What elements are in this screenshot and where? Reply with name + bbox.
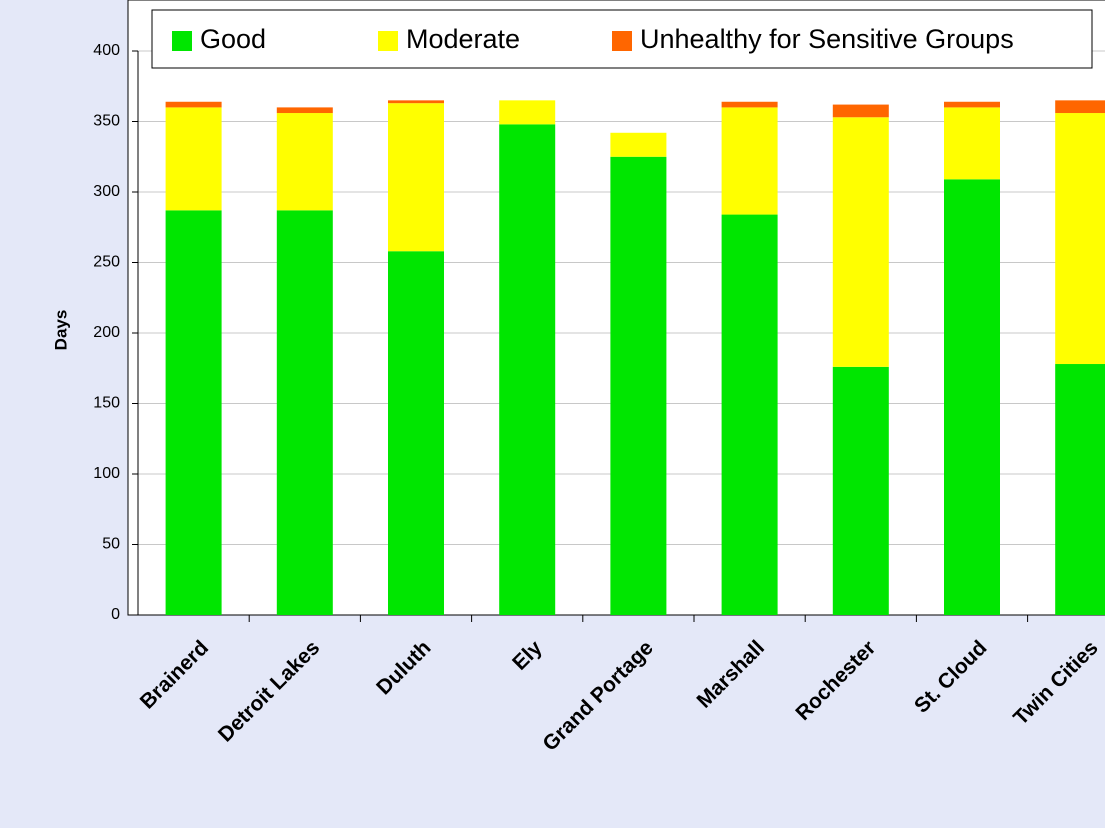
- bar-segment: [276, 113, 333, 211]
- bar-segment: [944, 107, 1000, 180]
- bar-segment: [388, 100, 444, 104]
- y-tick-label: 250: [93, 254, 120, 271]
- bar-segment: [610, 156, 667, 615]
- bar-segment: [721, 107, 778, 215]
- legend-swatch: [378, 31, 398, 51]
- y-tick-label: 150: [93, 395, 120, 412]
- legend-swatch: [172, 31, 192, 51]
- bar-segment: [499, 124, 556, 615]
- bar-segment: [610, 132, 667, 157]
- bar-segment: [165, 210, 222, 615]
- bar-segment: [1055, 100, 1105, 114]
- y-tick-label: 50: [102, 536, 120, 553]
- legend-swatch: [612, 31, 632, 51]
- legend-label: Good: [200, 24, 266, 54]
- bar-segment: [276, 107, 333, 114]
- bar-segment: [832, 104, 889, 118]
- legend-label: Unhealthy for Sensitive Groups: [640, 24, 1014, 54]
- legend-label: Moderate: [406, 24, 520, 54]
- bar-segment: [832, 117, 889, 367]
- y-tick-label: 100: [93, 465, 120, 482]
- bar-segment: [721, 101, 778, 108]
- bar-segment: [944, 101, 1000, 108]
- y-tick-label: 0: [111, 606, 120, 623]
- bar-segment: [165, 107, 222, 211]
- y-tick-label: 350: [93, 113, 120, 130]
- y-tick-label: 400: [93, 42, 120, 59]
- bar-segment: [721, 214, 778, 615]
- bar-segment: [832, 366, 889, 615]
- bar-segment: [388, 251, 444, 615]
- bar-segment: [1055, 364, 1105, 615]
- y-axis-label: Days: [51, 310, 70, 351]
- bar-segment: [165, 101, 222, 108]
- bar-segment: [944, 179, 1000, 615]
- bar-segment: [388, 103, 444, 252]
- y-tick-label: 300: [93, 183, 120, 200]
- bar-segment: [499, 100, 556, 125]
- bar-segment: [276, 210, 333, 615]
- y-tick-label: 200: [93, 324, 120, 341]
- bar-segment: [1055, 113, 1105, 365]
